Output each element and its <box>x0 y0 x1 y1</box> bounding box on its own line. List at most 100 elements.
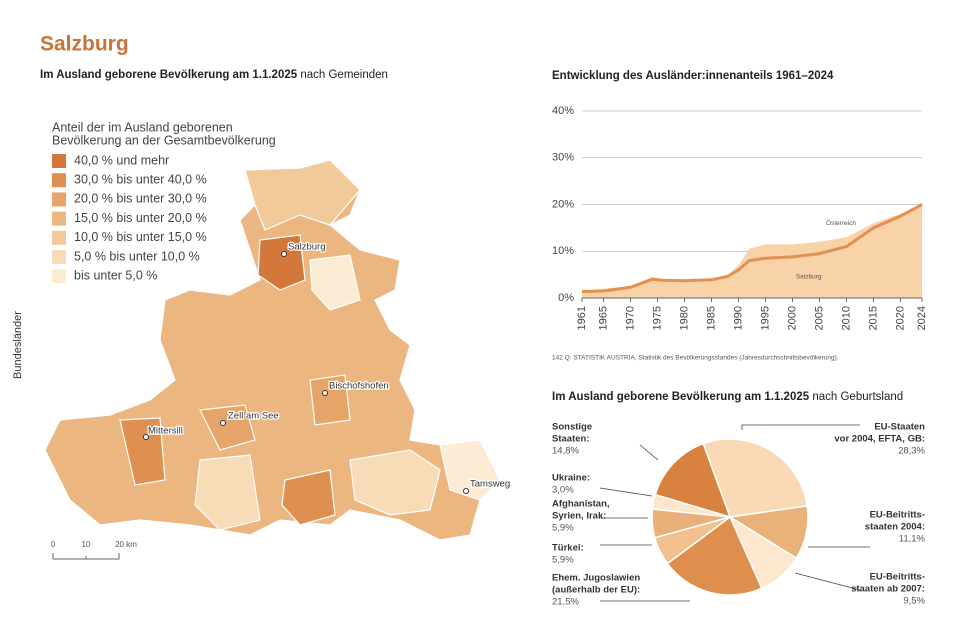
x-tick-label: 2020 <box>894 306 906 330</box>
map-region <box>119 417 166 486</box>
leader-line <box>639 444 659 461</box>
legend-swatch <box>52 154 66 168</box>
side-label: Bundesländer <box>12 311 24 379</box>
pie-value-label: 5,9% <box>552 555 574 566</box>
y-tick-label: 10% <box>552 245 574 257</box>
map-region <box>349 449 441 516</box>
place-label: Tamsweg <box>470 479 510 490</box>
pie-label: Türkei: <box>552 543 584 554</box>
legend-swatch <box>52 269 66 284</box>
legend-swatch <box>52 192 66 207</box>
legend-label: 10,0 % bis unter 15,0 % <box>74 230 207 244</box>
map-region <box>281 469 336 526</box>
pie-label: Sonstige <box>552 422 592 433</box>
pie-label: EU-Beitritts- <box>870 510 925 521</box>
area <box>582 204 922 298</box>
line <box>581 203 923 293</box>
place-dot <box>281 251 287 257</box>
x-tick-label: 2005 <box>813 306 825 330</box>
map-region <box>244 159 361 231</box>
pie-title-bold: Im Ausland geborene Bevölkerung am 1.1.2… <box>552 391 810 403</box>
pie-title-rest: nach Geburtsland <box>812 391 903 403</box>
map-places: Salzburg Bischofshofen Zell am See Mitte… <box>143 240 511 494</box>
x-tick-label: 1990 <box>732 306 744 330</box>
map-region <box>309 374 351 426</box>
legend-label: bis unter 5,0 % <box>74 268 157 282</box>
pie-label: vor 2004, EFTA, GB: <box>834 434 925 445</box>
leader-line <box>741 424 860 430</box>
leader-line <box>794 572 861 591</box>
x-tick-label: 1961 <box>576 306 588 330</box>
scale-bar <box>52 553 120 560</box>
place-dot <box>143 434 149 440</box>
map-title: Im Ausland geborene Bevölkerung am 1.1.2… <box>40 69 388 81</box>
scale-label: 20 km <box>115 540 137 549</box>
map-legend: Anteil der im Ausland geborenenBevölkeru… <box>52 120 276 284</box>
place-dot <box>463 488 469 494</box>
legend-label: 30,0 % bis unter 40,0 % <box>74 172 207 186</box>
pie-label: Afghanistan, <box>552 499 610 510</box>
scale-label: 10 <box>82 540 91 549</box>
pie-label: Ukraine: <box>552 473 590 484</box>
legend-swatch <box>52 211 66 226</box>
pie-value-label: 28,3% <box>898 446 925 457</box>
source-note: 142 Q: STATISTIK AUSTRIA, Statistik des … <box>552 355 839 362</box>
y-tick-label: 30% <box>552 152 574 164</box>
pie-label: (außerhalb der EU): <box>552 585 640 596</box>
pie-label: EU-Staaten <box>874 422 925 433</box>
legend-label: 5,0 % bis unter 10,0 % <box>74 249 200 263</box>
legend-swatch <box>52 173 66 188</box>
place-label: Bischofshofen <box>329 381 389 392</box>
pie-label: Staaten: <box>552 434 589 445</box>
place-dot <box>322 390 328 396</box>
place-label: Mittersill <box>148 426 183 437</box>
pie-value-label: 5,9% <box>552 523 574 534</box>
x-tick-label: 1995 <box>759 306 771 330</box>
pie-label: Ehem. Jugoslawien <box>552 573 640 584</box>
line-chart-title: Entwicklung des Ausländer:innenanteils 1… <box>552 70 834 82</box>
y-tick-label: 40% <box>552 105 574 117</box>
place-label: Salzburg <box>288 242 326 253</box>
scale-label: 0 <box>51 540 56 549</box>
place-label: Zell am See <box>228 411 279 422</box>
y-tick-label: 0% <box>558 292 574 304</box>
x-tick-label: 2024 <box>916 306 928 330</box>
line-chart: 0% 10% 20% 30% 40% 1961 1965 1970 1975 1980 1985 19… <box>552 105 928 331</box>
x-tick-label: 1975 <box>651 306 663 330</box>
legend-label: 15,0 % bis unter 20,0 % <box>74 211 207 225</box>
pie-value-label: 11,1% <box>899 534 926 545</box>
map-title-rest: nach Gemeinden <box>300 69 388 81</box>
pie-chart-title: Im Ausland geborene Bevölkerung am 1.1.2… <box>552 391 903 403</box>
place-dot <box>220 420 226 426</box>
pie-value-label: 9,5% <box>903 596 925 607</box>
x-tick-label: 2015 <box>867 306 879 330</box>
x-tick-label: 1985 <box>705 306 717 330</box>
pie-slice <box>702 438 809 518</box>
map-region <box>309 254 361 311</box>
pie-value-label: 21,5% <box>552 597 579 608</box>
legend-title: Bevölkerung an der Gesamtbevölkerung <box>52 133 276 147</box>
pie-slice <box>666 515 763 596</box>
pie-label: staaten ab 2007: <box>851 584 925 595</box>
page-title: Salzburg <box>40 33 129 56</box>
x-tick-label: 1980 <box>678 306 690 330</box>
y-tick-label: 20% <box>552 198 574 210</box>
series-label: Österreich <box>826 219 856 227</box>
series-label: Salzburg <box>796 274 822 281</box>
pie-slice <box>654 442 732 519</box>
map <box>44 159 501 541</box>
x-tick-label: 2000 <box>786 306 798 330</box>
pie-label: staaten 2004: <box>865 522 925 533</box>
map-title-bold: Im Ausland geborene Bevölkerung am 1.1.2… <box>40 69 298 81</box>
map-region <box>257 234 306 291</box>
pie-label: EU-Beitritts- <box>870 572 925 583</box>
legend-label: 40,0 % und mehr <box>74 153 169 167</box>
x-tick-label: 1970 <box>624 306 636 330</box>
legend-swatch <box>52 250 66 264</box>
leader-line <box>599 487 653 497</box>
x-tick-label: 1965 <box>597 306 609 330</box>
map-region <box>439 439 501 501</box>
pie-value-label: 3,0% <box>552 485 574 496</box>
